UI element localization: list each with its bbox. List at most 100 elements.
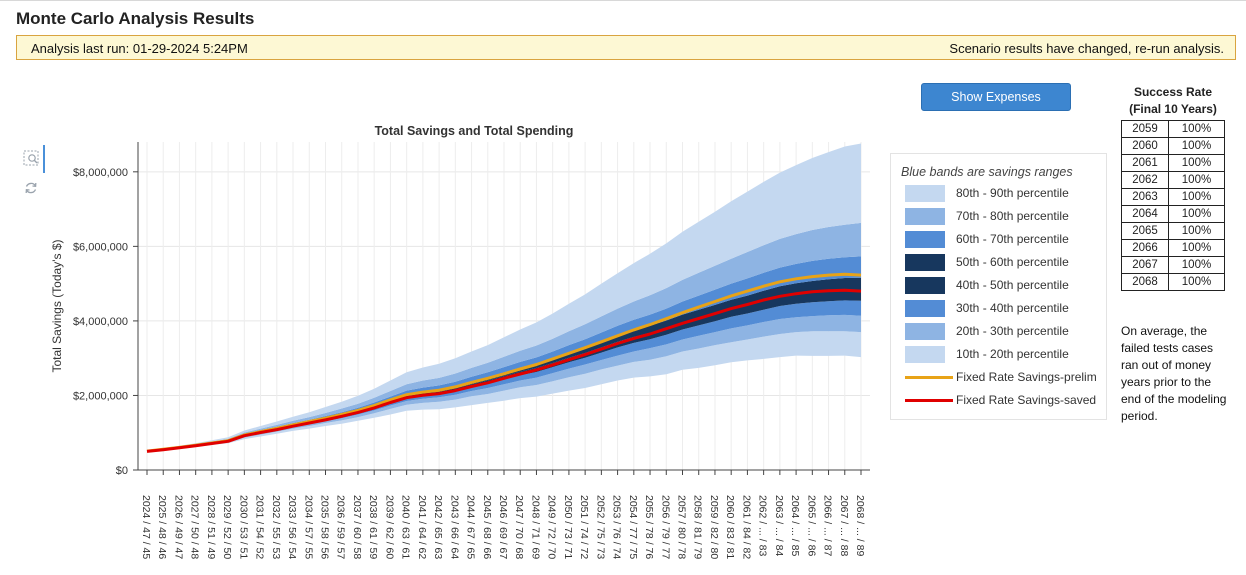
x-tick-label: 2061 / 84 / 82 (740, 495, 752, 559)
legend-item[interactable]: 40th - 50th percentile (905, 276, 1105, 296)
success-rate-year: 2068 (1121, 273, 1169, 291)
y-tick-label: $4,000,000 (73, 316, 128, 328)
x-tick-label: 2025 / 48 / 46 (156, 495, 168, 559)
x-tick-label: 2030 / 53 / 51 (237, 495, 249, 559)
x-tick-label: 2028 / 51 / 49 (205, 495, 217, 559)
legend-line-swatch (905, 399, 953, 402)
success-rate-row: 2064 100% (1121, 205, 1225, 223)
y-tick-label: $6,000,000 (73, 241, 128, 253)
show-expenses-button[interactable]: Show Expenses (921, 83, 1071, 111)
legend-item[interactable]: 20th - 30th percentile (905, 322, 1105, 342)
band-p30-p40 (147, 300, 861, 452)
band-p10-p20 (147, 331, 861, 452)
success-rate-year: 2062 (1121, 171, 1169, 189)
x-tick-label: 2027 / 50 / 48 (189, 495, 201, 559)
x-tick-label: 2031 / 54 / 52 (254, 495, 266, 559)
legend-band-swatch (905, 323, 945, 340)
y-tick-label: $0 (116, 465, 128, 477)
legend-band-swatch (905, 254, 945, 271)
legend-label: Fixed Rate Savings-saved (956, 393, 1097, 407)
success-rate-row: 2062 100% (1121, 171, 1225, 189)
success-rate-row: 2068 100% (1121, 273, 1225, 291)
legend-title: Blue bands are savings ranges (901, 165, 1073, 179)
x-tick-label: 2037 / 60 / 58 (351, 495, 363, 559)
success-rate-value: 100% (1168, 273, 1225, 291)
success-rate-year: 2060 (1121, 137, 1169, 155)
x-tick-label: 2049 / 72 / 70 (546, 495, 558, 559)
legend-item[interactable]: 70th - 80th percentile (905, 207, 1105, 227)
x-tick-label: 2060 / 83 / 81 (724, 495, 736, 559)
legend-band-swatch (905, 300, 945, 317)
legend-item[interactable]: 60th - 70th percentile (905, 230, 1105, 250)
band-p80-p90 (147, 143, 861, 451)
x-tick-label: 2047 / 70 / 68 (513, 495, 525, 559)
legend-item[interactable]: Fixed Rate Savings-saved (905, 391, 1105, 411)
success-rate-row: 2067 100% (1121, 256, 1225, 274)
success-rate-row: 2060 100% (1121, 137, 1225, 155)
legend-band-swatch (905, 277, 945, 294)
x-tick-label: 2044 / 67 / 65 (465, 495, 477, 559)
band-p50-p60 (147, 277, 861, 452)
legend-label: 70th - 80th percentile (956, 209, 1069, 223)
chart-title: Total Savings and Total Spending (375, 124, 574, 138)
x-tick-label: 2046 / 69 / 67 (497, 495, 509, 559)
refresh-icon[interactable] (22, 179, 40, 197)
success-rate-value: 100% (1168, 205, 1225, 223)
x-tick-label: 2042 / 65 / 63 (432, 495, 444, 559)
legend-item[interactable]: Fixed Rate Savings-prelim (905, 368, 1105, 388)
x-tick-label: 2039 / 62 / 60 (383, 495, 395, 559)
legend-label: 30th - 40th percentile (956, 301, 1069, 315)
success-rate-year: 2063 (1121, 188, 1169, 206)
x-tick-label: 2067 / ... / 88 (838, 495, 850, 556)
success-rate-table: 2059 100% 2060 100% 2061 100% 2062 100% 2063 100%… (1121, 120, 1225, 291)
legend-band-swatch (905, 346, 945, 363)
legend-item[interactable]: 10th - 20th percentile (905, 345, 1105, 365)
legend-band-swatch (905, 231, 945, 248)
legend-label: 50th - 60th percentile (956, 255, 1069, 269)
x-tick-label: 2055 / 78 / 76 (643, 495, 655, 559)
x-tick-label: 2041 / 64 / 62 (416, 495, 428, 559)
x-tick-label: 2063 / ... / 84 (773, 495, 785, 556)
legend-item[interactable]: 50th - 60th percentile (905, 253, 1105, 273)
page-title: Monte Carlo Analysis Results (16, 9, 255, 28)
success-rate-year: 2064 (1121, 205, 1169, 223)
x-tick-label: 2043 / 66 / 64 (448, 495, 460, 559)
legend-label: 10th - 20th percentile (956, 347, 1069, 361)
legend-line-swatch (905, 376, 953, 379)
zoom-icon[interactable] (22, 149, 40, 167)
success-rate-year: 2061 (1121, 154, 1169, 172)
x-tick-label: 2051 / 74 / 72 (578, 495, 590, 559)
success-rate-value: 100% (1168, 120, 1225, 138)
x-tick-label: 2052 / 75 / 73 (594, 495, 606, 559)
saved-savings-line (146, 288, 862, 453)
legend-item[interactable]: 80th - 90th percentile (905, 184, 1105, 204)
top-border (0, 0, 1246, 1)
y-tick-label: $8,000,000 (73, 167, 128, 179)
legend-label: Fixed Rate Savings-prelim (956, 370, 1097, 384)
last-run-text: Analysis last run: 01-29-2024 5:24PM (31, 41, 248, 56)
x-tick-label: 2024 / 47 / 45 (140, 495, 152, 559)
success-rate-value: 100% (1168, 171, 1225, 189)
x-tick-label: 2059 / 82 / 80 (708, 495, 720, 559)
x-tick-label: 2033 / 56 / 54 (286, 495, 298, 559)
legend-band-swatch (905, 208, 945, 225)
band-p60-p70 (147, 256, 861, 451)
legend-item[interactable]: 30th - 40th percentile (905, 299, 1105, 319)
x-tick-label: 2058 / 81 / 79 (692, 495, 704, 559)
x-tick-label: 2066 / ... / 87 (822, 495, 834, 556)
savings-chart: $0 $2,000,000 $4,000,000 $6,000,000 $8,000,0… (50, 124, 870, 559)
success-rate-row: 2059 100% (1121, 120, 1225, 138)
x-tick-label: 2054 / 77 / 75 (627, 495, 639, 559)
success-rate-value: 100% (1168, 256, 1225, 274)
rerun-warning-text: Scenario results have changed, re-run an… (949, 41, 1224, 56)
toolbar-active-indicator (43, 145, 45, 173)
success-rate-year: 2065 (1121, 222, 1169, 240)
x-tick-label: 2068 / ... / 89 (854, 495, 866, 556)
x-tick-label: 2026 / 49 / 47 (172, 495, 184, 559)
x-tick-label: 2034 / 57 / 55 (302, 495, 314, 559)
status-notice: Analysis last run: 01-29-2024 5:24PM Sce… (16, 35, 1236, 60)
y-tick-label: $2,000,000 (73, 390, 128, 402)
x-tick-label: 2035 / 58 / 56 (319, 495, 331, 559)
success-rate-value: 100% (1168, 188, 1225, 206)
legend-band-swatch (905, 185, 945, 202)
